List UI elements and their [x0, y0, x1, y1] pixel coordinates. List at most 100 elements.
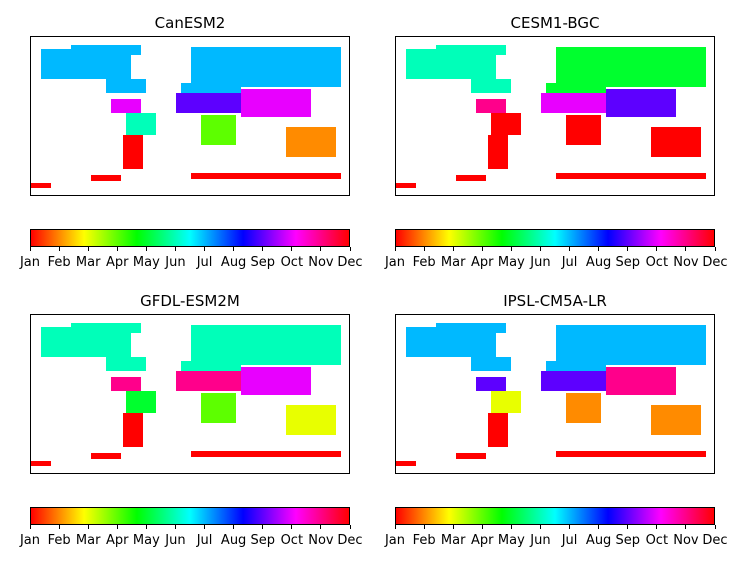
- colorbar-tick-label: Oct: [280, 533, 304, 548]
- colorbar-tick: [174, 247, 176, 251]
- colorbar-tick: [262, 247, 264, 251]
- colorbar-tick-label: Jan: [384, 533, 406, 548]
- colorbar-tick-label: Apr: [106, 533, 129, 548]
- region-cell: [123, 413, 143, 447]
- colorbar-tick: [423, 525, 425, 529]
- map-svg: [396, 45, 706, 188]
- region-cell: [241, 89, 311, 117]
- colorbar-tick-label: Oct: [645, 533, 669, 548]
- region-cell: [241, 367, 311, 395]
- colorbar-tick: [174, 525, 176, 529]
- colorbar-tick-label: Feb: [412, 255, 436, 270]
- region-cell: [556, 325, 706, 365]
- panel-canesm2: CanESM2 Jan Feb Mar Apr May Jun Jul Aug Sep Oct No…: [20, 0, 370, 271]
- colorbar-tick-label: Aug: [220, 255, 247, 270]
- colorbar-tick-label: Feb: [47, 255, 71, 270]
- colorbar-tick: [510, 525, 512, 529]
- colorbar-tick-label: Jul: [561, 255, 578, 270]
- colorbar-tick-label: Sep: [250, 255, 275, 270]
- colorbar-tick-label: Nov: [673, 255, 699, 270]
- region-cell: [126, 113, 156, 135]
- colorbar-tick: [627, 247, 629, 251]
- colorbar-ticks: Jan Feb Mar Apr May Jun Jul Aug Sep Oct Nov Dec: [385, 525, 728, 549]
- panel-gfdl-esm2m: GFDL-ESM2M Jan Feb Mar Apr May Jun Jul Aug Sep Oc…: [20, 278, 370, 549]
- region-cell: [488, 135, 508, 169]
- colorbar-tick: [569, 247, 571, 251]
- map-plot: [395, 36, 715, 196]
- region-cell: [541, 371, 611, 391]
- region-cell: [471, 357, 511, 371]
- colorbar-tick-label: Nov: [308, 533, 334, 548]
- colorbar-tick-label: Jul: [196, 255, 213, 270]
- colorbar-tick: [58, 247, 60, 251]
- region-cell: [488, 413, 508, 447]
- region-cell: [476, 377, 506, 391]
- region-cell: [176, 93, 246, 113]
- colorbar-tick: [204, 247, 206, 251]
- colorbar-tick-label: Jan: [19, 255, 41, 270]
- region-cell: [456, 453, 486, 459]
- colorbar-tick: [685, 525, 687, 529]
- panel-title: IPSL-CM5A-LR: [503, 292, 607, 310]
- colorbar-ticks: Jan Feb Mar Apr May Jun Jul Aug Sep Oct Nov Dec: [20, 525, 363, 549]
- colorbar-tick-label: Feb: [47, 533, 71, 548]
- colorbar-tick-label: May: [132, 255, 160, 270]
- region-cell: [566, 393, 601, 423]
- colorbar: [30, 229, 350, 247]
- colorbar-tick: [87, 525, 89, 529]
- region-cell: [556, 47, 706, 87]
- colorbar-tick: [627, 525, 629, 529]
- region-cell: [191, 451, 341, 457]
- colorbar-tick-label: Jun: [530, 255, 551, 270]
- colorbar-tick: [481, 525, 483, 529]
- colorbar-tick: [510, 247, 512, 251]
- region-cell: [606, 367, 676, 395]
- colorbar-tick: [349, 525, 351, 529]
- region-cell: [491, 113, 521, 135]
- colorbar-tick-label: Jan: [384, 255, 406, 270]
- colorbar-tick: [481, 247, 483, 251]
- colorbar-tick-label: Dec: [702, 533, 728, 548]
- colorbar-tick: [714, 247, 716, 251]
- region-cell: [546, 83, 606, 95]
- region-cell: [286, 127, 336, 157]
- region-cell: [606, 89, 676, 117]
- panel-title: CanESM2: [154, 14, 226, 32]
- colorbar-tick-label: Jan: [19, 533, 41, 548]
- map-svg: [31, 323, 341, 466]
- region-cell: [556, 451, 706, 457]
- colorbar-tick: [539, 525, 541, 529]
- colorbar-tick: [598, 247, 600, 251]
- region-cell: [31, 183, 51, 188]
- colorbar-tick: [656, 525, 658, 529]
- colorbar-ticks: Jan Feb Mar Apr May Jun Jul Aug Sep Oct Nov Dec: [385, 247, 728, 271]
- region-cell: [396, 183, 416, 188]
- colorbar-tick: [423, 247, 425, 251]
- colorbar-tick-label: Aug: [585, 255, 612, 270]
- region-cell: [651, 405, 701, 435]
- colorbar-tick-label: Apr: [106, 255, 129, 270]
- colorbar-tick: [685, 247, 687, 251]
- region-cell: [491, 391, 521, 413]
- map-svg: [396, 323, 706, 466]
- colorbar-tick-label: Dec: [337, 533, 363, 548]
- colorbar-tick: [87, 247, 89, 251]
- panel-title: CESM1-BGC: [510, 14, 600, 32]
- colorbar-tick: [58, 525, 60, 529]
- colorbar-ticks: Jan Feb Mar Apr May Jun Jul Aug Sep Oct Nov Dec: [20, 247, 363, 271]
- colorbar-tick: [452, 247, 454, 251]
- region-cell: [476, 99, 506, 113]
- colorbar: [395, 229, 715, 247]
- colorbar-tick: [714, 525, 716, 529]
- colorbar-tick: [233, 247, 235, 251]
- colorbar: [30, 507, 350, 525]
- colorbar-tick: [320, 247, 322, 251]
- colorbar-tick-label: May: [132, 533, 160, 548]
- region-cell: [201, 393, 236, 423]
- region-cell: [91, 175, 121, 181]
- region-cell: [566, 115, 601, 145]
- colorbar-tick-label: Jul: [196, 533, 213, 548]
- region-cell: [123, 135, 143, 169]
- colorbar-tick-label: Oct: [645, 255, 669, 270]
- region-cell: [181, 361, 241, 373]
